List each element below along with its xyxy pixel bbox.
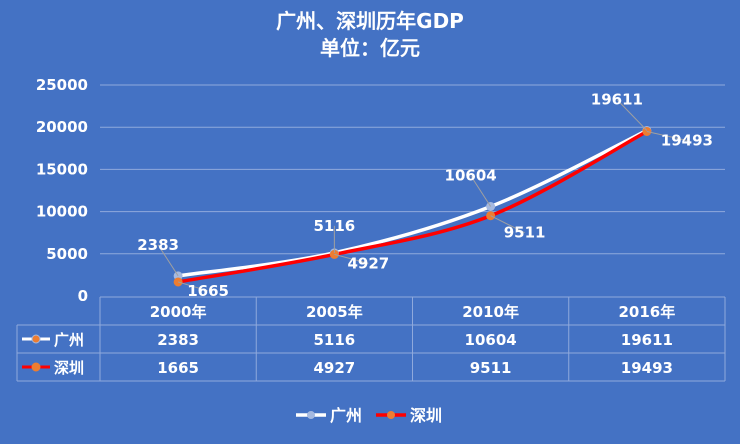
y-tick-label: 10000 bbox=[36, 203, 88, 221]
legend-key-marker bbox=[387, 411, 395, 419]
y-tick-label: 0 bbox=[78, 287, 88, 305]
leader-line bbox=[646, 130, 687, 141]
y-axis-ticks: 0 5000 10000 15000 20000 25000 bbox=[36, 76, 88, 305]
y-tick-label: 5000 bbox=[46, 245, 88, 263]
table-cell-value: 19493 bbox=[621, 359, 673, 377]
series-markers bbox=[173, 125, 652, 287]
series-lines bbox=[177, 128, 648, 284]
data-labels: 2383 5116 10604 19611 1665 4927 9511 19493 bbox=[137, 90, 713, 299]
leader-line bbox=[490, 215, 525, 234]
table-series-name: 广州 bbox=[54, 331, 84, 349]
table-cell-value: 10604 bbox=[465, 331, 517, 349]
leader-line bbox=[334, 253, 369, 264]
chart-title: 广州、深圳历年GDP bbox=[276, 9, 464, 33]
legend-label: 深圳 bbox=[410, 406, 442, 425]
series-line-guangzhou bbox=[177, 128, 648, 278]
data-label: 2383 bbox=[137, 236, 179, 254]
data-label: 9511 bbox=[504, 224, 546, 242]
table-cell-value: 4927 bbox=[314, 359, 356, 377]
leader-line bbox=[616, 99, 648, 131]
legend-label: 广州 bbox=[330, 406, 362, 425]
table-cell-value: 5116 bbox=[314, 331, 356, 349]
data-label: 5116 bbox=[314, 217, 356, 235]
table-cell-value: 2383 bbox=[157, 331, 199, 349]
chart-subtitle: 单位：亿元 bbox=[320, 36, 420, 60]
x-category-label: 2000年 bbox=[150, 303, 207, 321]
data-label: 19611 bbox=[591, 90, 643, 108]
table-cell-value: 19611 bbox=[621, 331, 673, 349]
data-label: 10604 bbox=[445, 167, 497, 185]
data-label: 1665 bbox=[187, 282, 229, 300]
data-label: 4927 bbox=[348, 254, 390, 272]
table-legend-marker bbox=[31, 334, 41, 344]
leader-line bbox=[177, 281, 209, 292]
table-series-name: 深圳 bbox=[54, 359, 84, 377]
table-cell-value: 9511 bbox=[470, 359, 512, 377]
y-tick-label: 25000 bbox=[36, 76, 88, 94]
data-label: 19493 bbox=[661, 131, 713, 149]
y-tick-label: 15000 bbox=[36, 160, 88, 178]
table-cell-value: 1665 bbox=[157, 359, 199, 377]
x-category-label: 2016年 bbox=[619, 303, 676, 321]
leader-line bbox=[470, 175, 492, 207]
x-category-label: 2010年 bbox=[462, 303, 519, 321]
gridlines bbox=[100, 84, 725, 255]
table-legend-marker bbox=[31, 362, 41, 372]
series-line-shenzhen bbox=[177, 129, 648, 284]
legend: 广州 深圳 bbox=[296, 406, 442, 425]
y-tick-label: 20000 bbox=[36, 118, 88, 136]
leader-line bbox=[157, 244, 179, 277]
x-category-label: 2005年 bbox=[306, 303, 363, 321]
legend-key-marker bbox=[307, 411, 315, 419]
